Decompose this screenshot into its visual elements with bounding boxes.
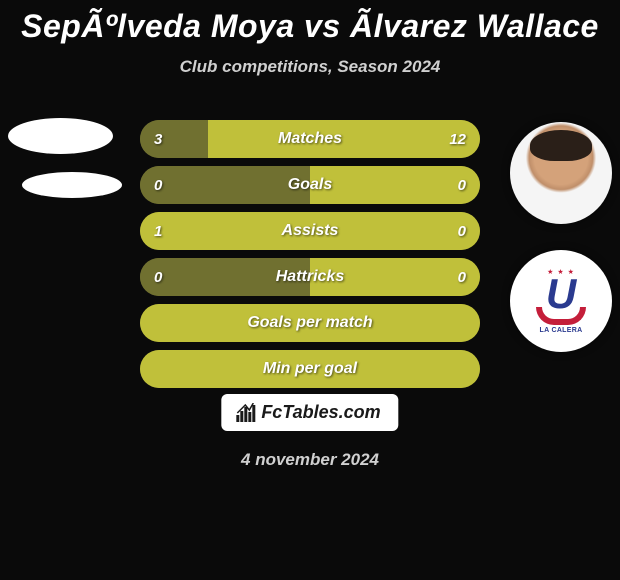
title-row: SepÃºlveda Moya vs Ãlvarez Wallace	[0, 0, 620, 45]
date-row: 4 november 2024	[0, 450, 620, 470]
stat-value-right: 0	[458, 212, 466, 250]
stat-row: Goals0 0	[140, 166, 480, 204]
stat-label: Hattricks	[140, 258, 480, 296]
stat-value-left: 3	[154, 120, 162, 158]
brand-chart-icon	[235, 403, 257, 423]
brand-badge: FcTables.com	[221, 394, 398, 431]
right-avatars: ★ ★ ★ U LA CALERA	[510, 122, 612, 378]
player-face-icon	[510, 122, 612, 224]
brand-text: FcTables.com	[261, 402, 380, 423]
subtitle-row: Club competitions, Season 2024	[0, 57, 620, 77]
page-subtitle: Club competitions, Season 2024	[180, 57, 441, 76]
stat-label: Goals per match	[140, 304, 480, 342]
stat-row: Hattricks0 0	[140, 258, 480, 296]
page-title: SepÃºlveda Moya vs Ãlvarez Wallace	[21, 8, 599, 44]
stat-label: Matches	[140, 120, 480, 158]
stat-value-right: 0	[458, 258, 466, 296]
right-player-avatar	[510, 122, 612, 224]
stat-row: Assists1 0	[140, 212, 480, 250]
stat-value-left: 1	[154, 212, 162, 250]
stats-bars: Matches312Goals00Assists10Hattricks00Goa…	[140, 120, 480, 396]
stat-row: Goals per match	[140, 304, 480, 342]
stat-label: Goals	[140, 166, 480, 204]
club-letter: U	[546, 277, 576, 311]
stat-label: Assists	[140, 212, 480, 250]
stat-value-right: 12	[449, 120, 466, 158]
stat-value-left: 0	[154, 166, 162, 204]
stat-row: Min per goal	[140, 350, 480, 388]
left-avatars	[8, 118, 122, 198]
stat-value-right: 0	[458, 166, 466, 204]
comparison-infographic: SepÃºlveda Moya vs Ãlvarez Wallace Club …	[0, 0, 620, 77]
left-club-placeholder	[22, 172, 122, 198]
stat-label: Min per goal	[140, 350, 480, 388]
stat-row: Matches3 12	[140, 120, 480, 158]
right-club-logo: ★ ★ ★ U LA CALERA	[510, 250, 612, 352]
club-label: LA CALERA	[540, 327, 583, 334]
left-player-placeholder	[8, 118, 113, 154]
stat-value-left: 0	[154, 258, 162, 296]
date-text: 4 november 2024	[241, 450, 379, 469]
club-logo-icon: ★ ★ ★ U LA CALERA	[510, 250, 612, 352]
